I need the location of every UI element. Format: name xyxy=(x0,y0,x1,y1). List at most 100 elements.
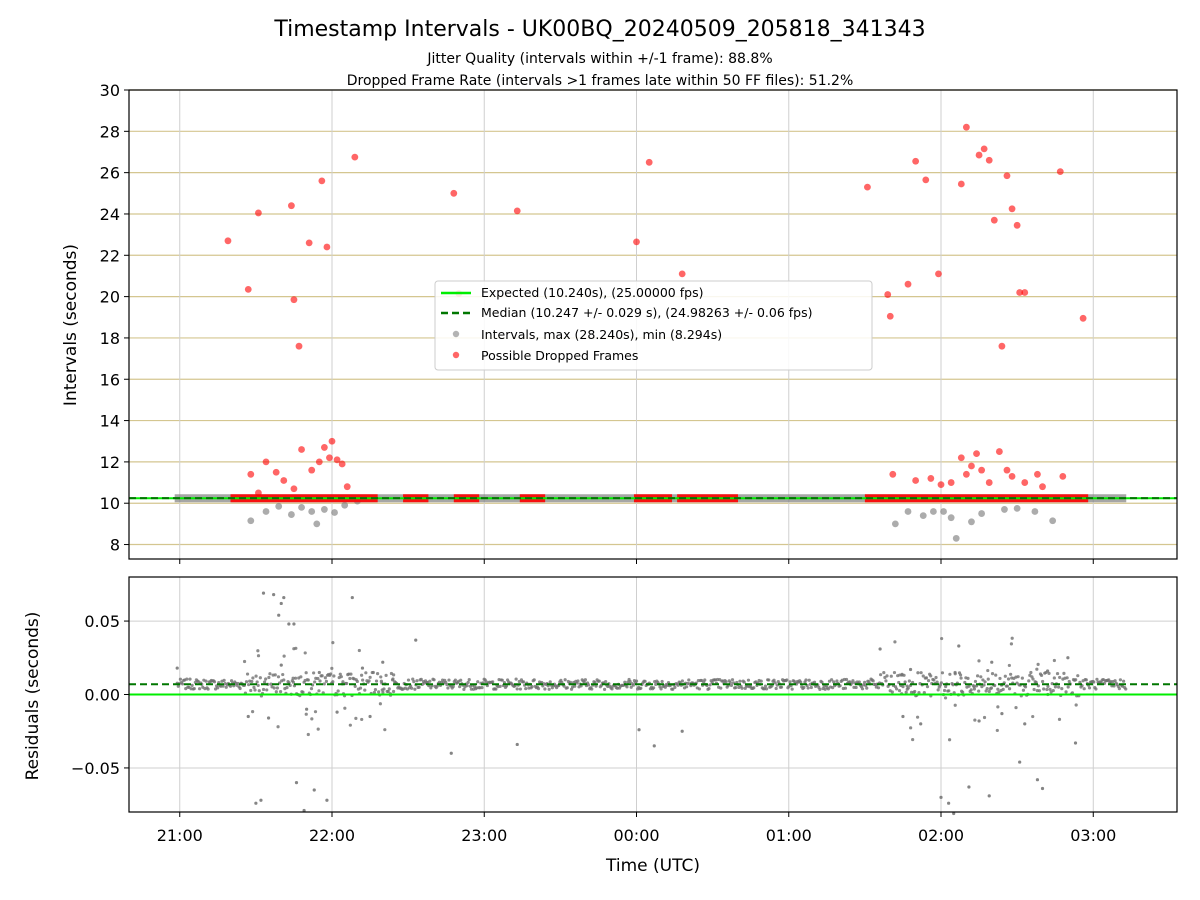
residual-point xyxy=(476,680,480,684)
residual-point xyxy=(310,717,314,721)
residual-point xyxy=(373,688,378,692)
residual-point xyxy=(494,687,498,691)
residual-point xyxy=(381,660,385,664)
residual-point xyxy=(432,678,436,682)
intervals-y-tick-label: 28 xyxy=(100,122,120,141)
residual-point xyxy=(282,654,286,658)
legend-median-label: Median (10.247 +/- 0.029 s), (24.98263 +… xyxy=(481,305,812,320)
residual-point xyxy=(410,686,414,690)
dropped-frame-point xyxy=(927,475,935,482)
residual-point xyxy=(1074,703,1078,707)
interval-point xyxy=(275,502,283,510)
residuals-x-ticks: 21:00 22:00 23:00 00:00 01:00 02:00 03:00 xyxy=(157,812,1116,845)
residual-point xyxy=(1095,677,1099,681)
residual-point xyxy=(353,684,357,688)
dropped-frame-point xyxy=(980,145,988,153)
residual-point xyxy=(986,677,990,681)
residual-point xyxy=(238,686,242,691)
residual-point xyxy=(336,689,340,693)
residual-point xyxy=(1094,687,1098,691)
dropped-frame-point xyxy=(990,216,998,224)
dropped-frame-point xyxy=(1059,472,1067,480)
residual-point xyxy=(1045,687,1049,692)
dropped-frame-point xyxy=(315,458,323,466)
interval-point xyxy=(247,517,255,525)
residual-point xyxy=(1016,675,1020,679)
residual-point xyxy=(449,751,453,755)
residual-point xyxy=(406,678,411,682)
residual-point xyxy=(843,686,848,690)
residual-point xyxy=(959,676,963,680)
residual-point xyxy=(634,679,639,683)
dropped-frame-point xyxy=(1008,472,1016,480)
residual-point xyxy=(990,660,994,664)
residual-point xyxy=(925,685,930,689)
dropped-frame-point xyxy=(922,176,930,184)
residual-point xyxy=(790,687,794,691)
interval-point xyxy=(904,508,912,515)
residual-point xyxy=(348,723,352,727)
x-tick-label: 22:00 xyxy=(309,826,355,845)
residual-point xyxy=(276,675,281,679)
residual-point xyxy=(637,728,641,732)
residual-point xyxy=(643,679,647,683)
residual-point xyxy=(251,676,255,680)
residual-point xyxy=(854,685,858,690)
residual-point xyxy=(382,687,386,691)
residual-point xyxy=(269,682,273,686)
residual-point xyxy=(359,673,364,677)
dropped-frame-point xyxy=(912,157,920,165)
residual-point xyxy=(276,725,280,729)
residual-point xyxy=(1009,642,1014,646)
residual-point xyxy=(261,591,266,595)
residual-point xyxy=(274,690,278,694)
residual-point xyxy=(1015,681,1019,685)
residual-point xyxy=(521,680,526,684)
residual-point xyxy=(763,684,768,688)
interval-point xyxy=(968,518,975,526)
dropped-frame-point xyxy=(338,460,346,468)
residual-point xyxy=(746,678,751,682)
residual-point xyxy=(680,679,684,683)
residual-point xyxy=(909,726,913,730)
residual-point xyxy=(818,687,822,691)
residual-point xyxy=(175,666,179,670)
residual-point xyxy=(826,687,830,691)
residual-point xyxy=(1045,669,1050,673)
residual-point xyxy=(953,703,957,707)
residual-point xyxy=(969,688,973,692)
residual-point xyxy=(1057,717,1062,721)
residual-point xyxy=(724,680,728,684)
residual-point xyxy=(453,678,457,682)
residual-point xyxy=(885,674,889,678)
figure-subtitle-dropped: Dropped Frame Rate (intervals >1 frames … xyxy=(347,73,854,89)
residual-point xyxy=(917,690,921,695)
residual-point xyxy=(374,679,379,683)
residual-point xyxy=(491,680,495,684)
residual-point xyxy=(383,728,387,732)
dropped-frame-point xyxy=(645,158,653,166)
dropped-frame-point xyxy=(1021,289,1029,296)
legend-intervals-label: Intervals, max (28.240s), min (8.294s) xyxy=(481,327,722,342)
residual-point xyxy=(660,679,664,684)
residual-point xyxy=(654,682,658,687)
residual-point xyxy=(697,687,702,691)
intervals-y-tick-label: 14 xyxy=(100,412,120,431)
residual-point xyxy=(1040,786,1045,791)
residual-point xyxy=(779,685,784,689)
residual-point xyxy=(384,673,388,677)
residual-point xyxy=(1118,678,1123,682)
residual-point xyxy=(254,801,258,805)
figure-title: Timestamp Intervals - UK00BQ_20240509_20… xyxy=(273,17,925,42)
residual-point xyxy=(320,674,324,678)
residual-point xyxy=(250,679,254,684)
residual-point xyxy=(1027,679,1031,683)
dropped-frame-point xyxy=(886,312,894,320)
residual-point xyxy=(889,674,893,678)
residual-point xyxy=(994,673,998,677)
residual-point xyxy=(1124,687,1128,691)
dropped-frame-point xyxy=(255,489,262,497)
residual-point xyxy=(844,677,849,682)
residual-point xyxy=(245,672,250,676)
residual-point xyxy=(882,671,886,675)
